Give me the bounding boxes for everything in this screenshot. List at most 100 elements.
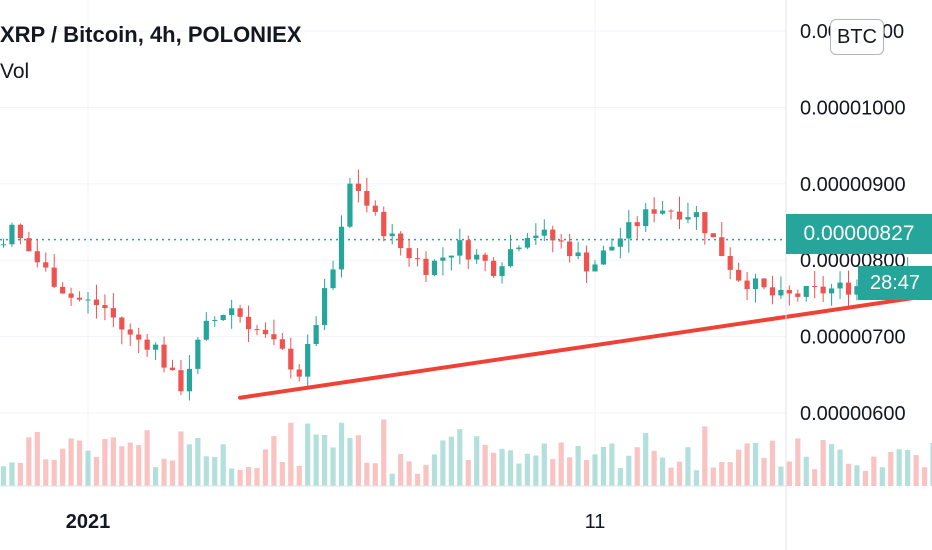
candle (389, 224, 395, 245)
chart-title: XRP / Bitcoin, 4h, POLONIEX (0, 22, 302, 47)
candle (541, 219, 547, 242)
candle (262, 322, 269, 338)
candle (153, 342, 159, 361)
volume-bar (465, 459, 471, 486)
volume-bar (457, 429, 463, 486)
candle (0, 238, 7, 248)
candle (203, 312, 209, 342)
volume-bar (507, 450, 514, 486)
volume-bar (702, 426, 708, 486)
volume-bar (389, 473, 395, 486)
volume-bar (752, 442, 759, 486)
volume-bar (634, 447, 640, 486)
candle (9, 222, 15, 247)
volume-bar (516, 463, 522, 486)
volume-bar (144, 430, 150, 486)
candle (634, 216, 640, 240)
volume-bar (533, 455, 539, 486)
x-tick-label: 11 (585, 511, 606, 533)
volume-bar (203, 456, 209, 486)
candle (643, 202, 649, 232)
volume-bar (448, 436, 454, 486)
volume-bar (195, 437, 201, 486)
candle (414, 248, 421, 267)
candle (398, 231, 404, 256)
volume-bar (127, 442, 133, 486)
candle (26, 231, 32, 252)
volume-label: Vol (0, 60, 30, 83)
candle (296, 364, 302, 382)
candle (516, 245, 522, 252)
volume-bar (423, 464, 429, 486)
volume-bar (499, 448, 505, 486)
volume-bar (229, 468, 235, 486)
volume-bar (626, 455, 632, 486)
volume-bar (136, 445, 142, 486)
candle (17, 223, 23, 245)
candle (85, 291, 91, 314)
candle (736, 262, 742, 282)
trendline[interactable] (238, 180, 932, 400)
candle (431, 259, 438, 277)
volume-bar (76, 440, 83, 486)
volume-bar (338, 422, 345, 486)
volume-bar (178, 431, 184, 486)
volume-bar (710, 467, 716, 486)
candle (93, 284, 100, 319)
volume-bar (812, 469, 818, 486)
candle (702, 211, 708, 245)
volume-bar (474, 436, 480, 486)
candle (803, 285, 809, 302)
countdown-badge: 28:47 (858, 266, 932, 300)
candle (237, 304, 243, 323)
volume-bar (575, 445, 581, 486)
candle (102, 294, 108, 321)
candle (533, 223, 539, 245)
currency-button[interactable]: BTC (830, 19, 884, 55)
candle (845, 270, 852, 310)
candle (279, 332, 285, 351)
candle (727, 247, 733, 280)
candles (0, 169, 932, 401)
volume-bar (736, 449, 742, 486)
candle (609, 238, 615, 251)
last-price-badge: 0.00000827 (786, 214, 932, 254)
volume-bar (905, 449, 911, 486)
volume-bar (744, 443, 750, 486)
volume-bar (9, 462, 15, 486)
volume-bar (347, 437, 353, 486)
candle (491, 257, 497, 278)
y-tick-label: 0.00001000 (800, 97, 906, 119)
candle (229, 299, 235, 329)
volume-bar (186, 444, 192, 486)
volume-bar (364, 462, 370, 486)
x-tick-label: 2021 (66, 511, 111, 533)
candle (322, 278, 328, 331)
volume-bar (550, 459, 556, 486)
candle (567, 233, 573, 263)
candle (288, 337, 294, 379)
volume-bar (803, 456, 809, 486)
candle (305, 334, 311, 389)
candle (854, 279, 860, 301)
volume-bar (583, 460, 590, 486)
volume-bar (676, 461, 683, 486)
volume-bar (558, 442, 564, 486)
volume-bar (541, 443, 547, 486)
volume-bar (879, 467, 885, 486)
candle (245, 305, 252, 343)
candle (457, 228, 463, 265)
volume-bar (837, 449, 843, 486)
candle (482, 252, 488, 272)
volume-bar (609, 443, 615, 486)
candle (795, 289, 801, 302)
candle (338, 215, 345, 278)
volume-bar (567, 457, 573, 486)
volume-bar (102, 438, 108, 486)
candle (575, 241, 581, 260)
volume-bar (161, 458, 167, 486)
volume-bar (93, 456, 100, 486)
volume-bar (491, 452, 497, 486)
volume-bar (727, 462, 733, 486)
